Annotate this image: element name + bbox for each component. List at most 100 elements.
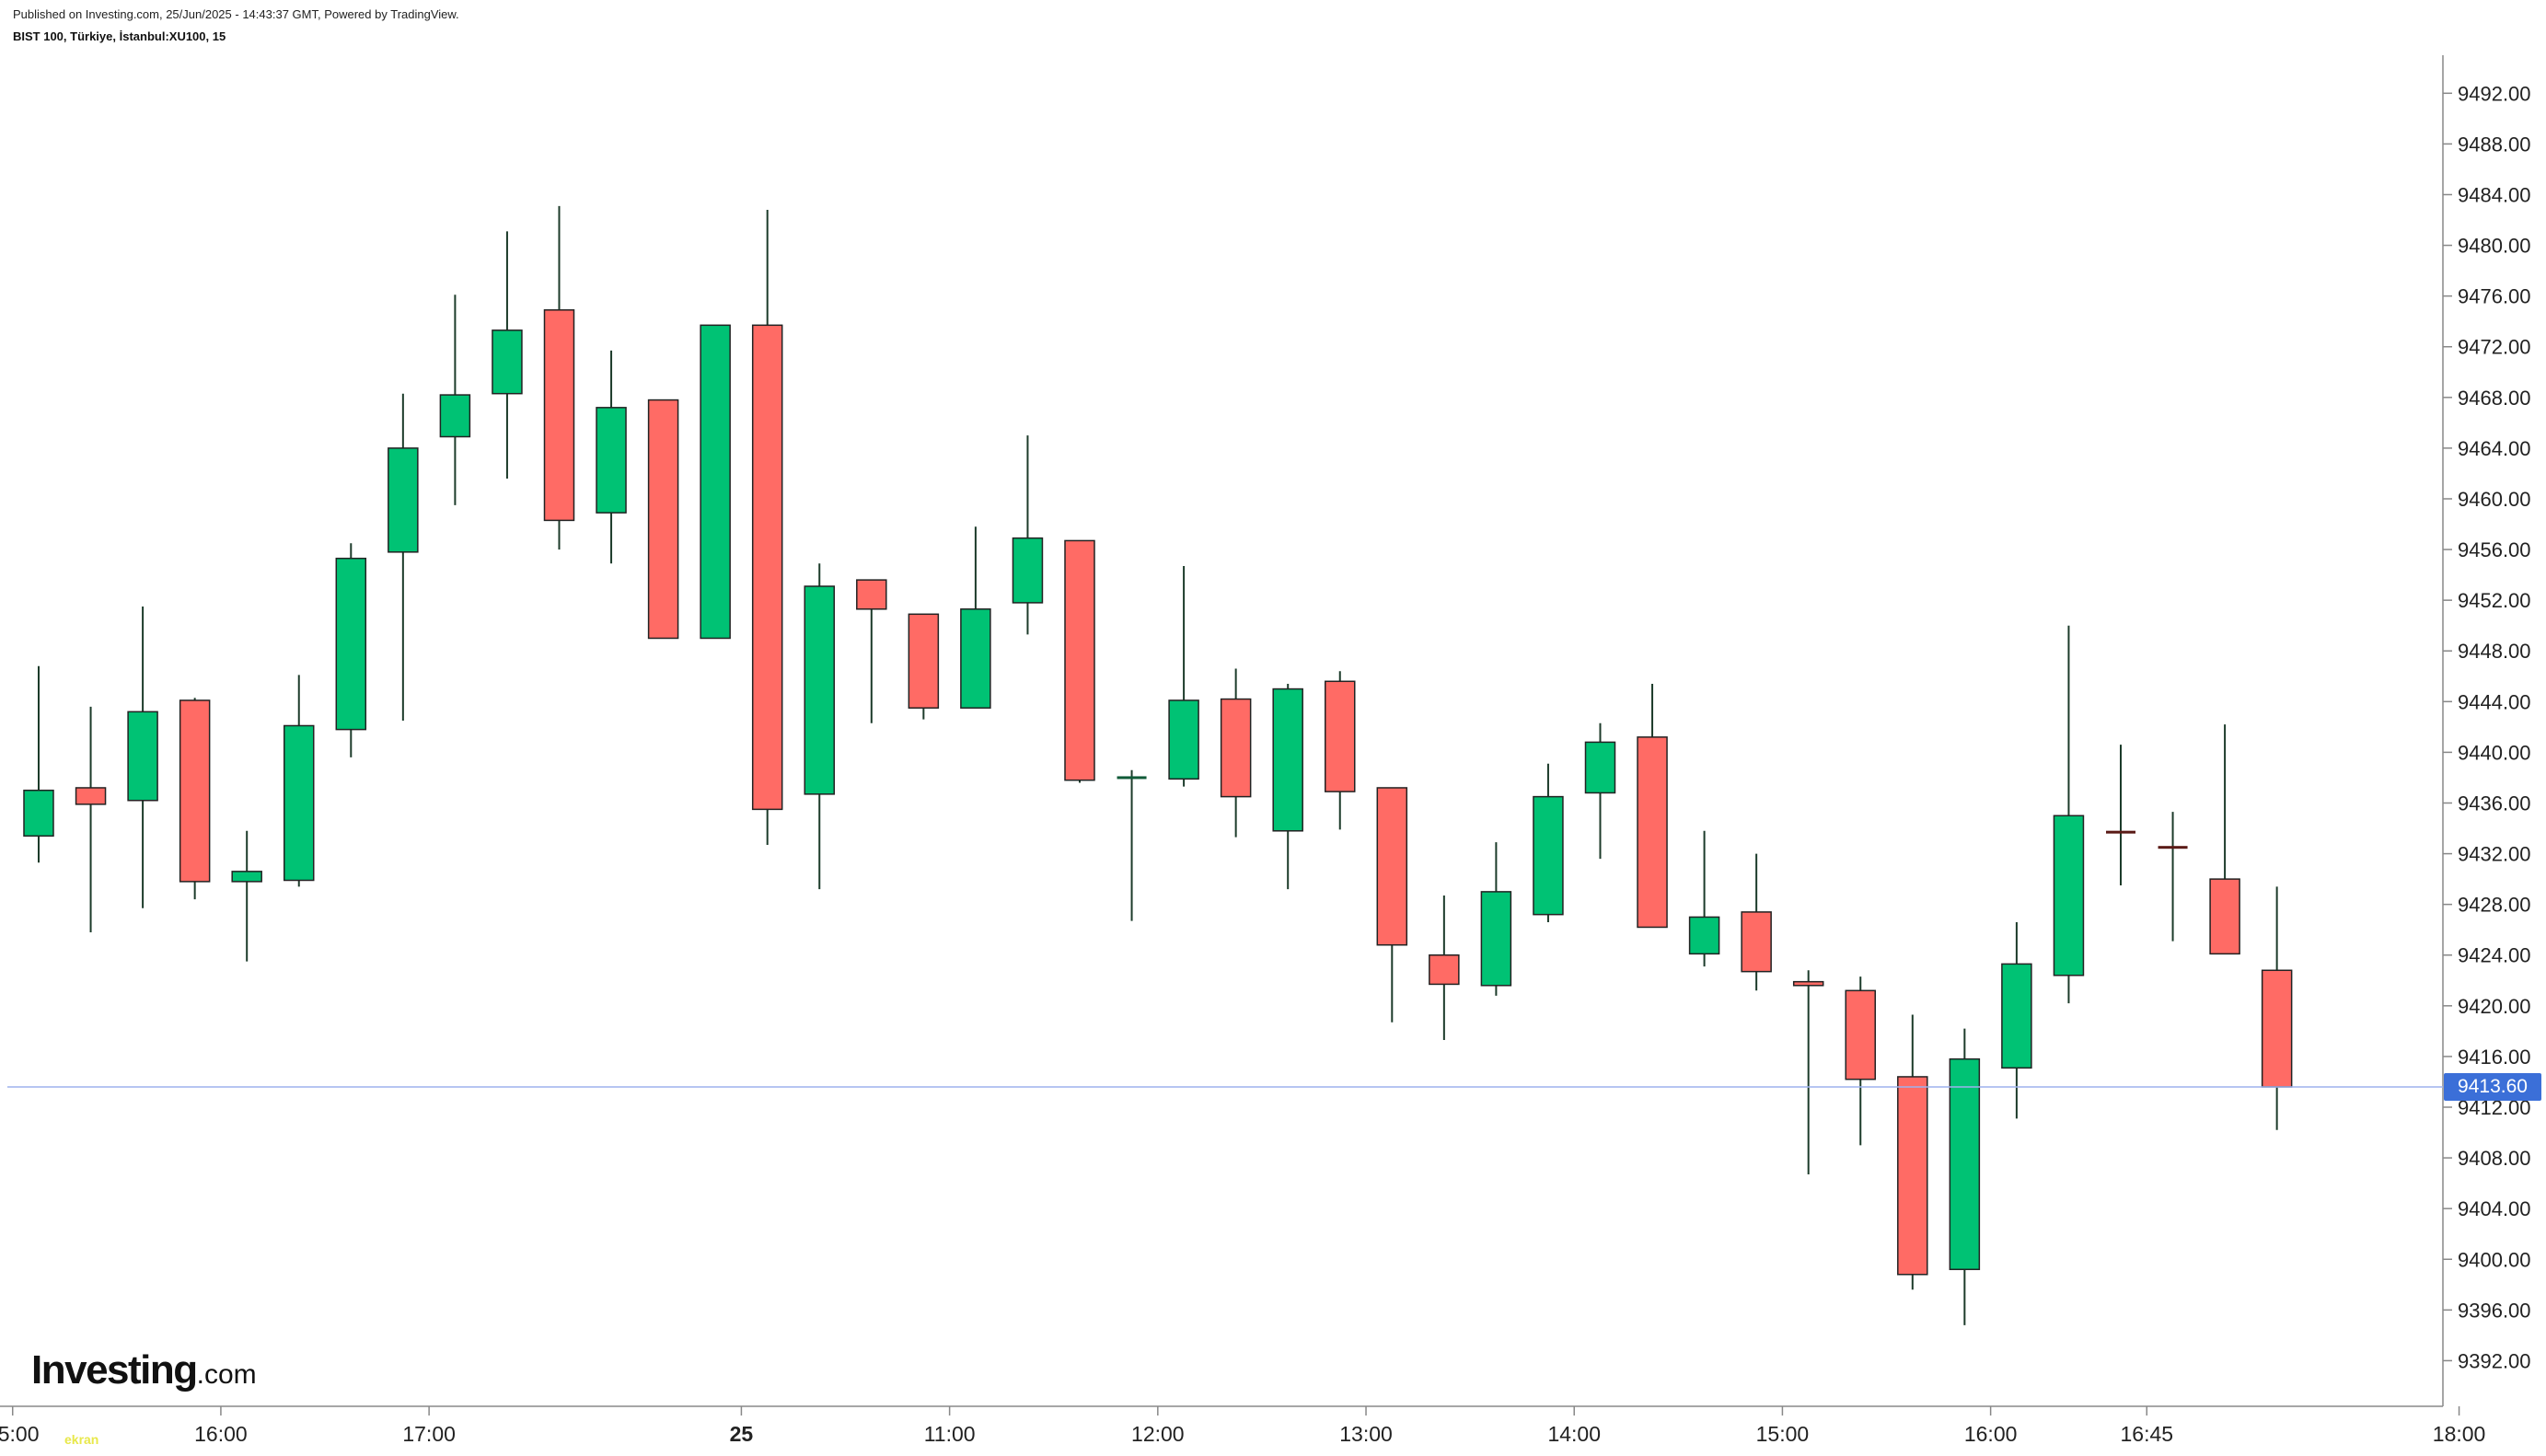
- candle-body: [1584, 741, 1616, 794]
- candle-body: [1688, 916, 1720, 955]
- candles: [23, 205, 2293, 1325]
- candle: [543, 205, 575, 550]
- y-tick-label: 9420.00: [2458, 995, 2531, 1018]
- x-tick-label: 16:45: [2120, 1422, 2173, 1446]
- y-tick-label: 9456.00: [2458, 538, 2531, 561]
- candle-body: [1845, 989, 1876, 1080]
- candle-body: [856, 579, 887, 610]
- x-tick-label: 18:00: [2433, 1422, 2486, 1446]
- candle-body: [1480, 891, 1512, 987]
- candle-body: [284, 724, 315, 882]
- candle-body: [751, 324, 783, 811]
- candle: [596, 350, 627, 564]
- candle: [492, 231, 523, 479]
- candle-body: [1637, 736, 1668, 929]
- candle-body: [1897, 1076, 1928, 1276]
- y-tick-label: 9396.00: [2458, 1299, 2531, 1322]
- candle-body: [1168, 699, 1199, 780]
- candle: [2158, 812, 2188, 942]
- candle: [751, 210, 783, 845]
- candle: [388, 393, 419, 721]
- candle: [856, 579, 887, 723]
- candle-body: [1220, 698, 1252, 798]
- candle-body: [543, 309, 575, 522]
- logo-brand: Investing: [31, 1347, 198, 1392]
- x-tick-label: 15:00: [0, 1422, 40, 1446]
- x-tick-label: 16:00: [194, 1422, 248, 1446]
- candle: [1220, 668, 1252, 838]
- candle-body: [1792, 980, 1824, 987]
- y-tick-label: 9428.00: [2458, 894, 2531, 917]
- current-price-label: 9413.60: [2444, 1072, 2541, 1101]
- candle-body: [335, 557, 367, 731]
- candle-body: [1012, 537, 1044, 604]
- candle: [1688, 830, 1720, 967]
- candle-body: [388, 447, 419, 553]
- candle-body: [2158, 846, 2188, 849]
- x-tick-label: 17:00: [402, 1422, 456, 1446]
- investing-logo[interactable]: Investing.com: [31, 1347, 257, 1393]
- candle-body: [700, 324, 731, 640]
- candle-body: [647, 399, 679, 640]
- x-tick-label: 11:00: [924, 1422, 976, 1446]
- candle-body: [2106, 830, 2135, 834]
- symbol-title: BIST 100, Türkiye, İstanbul:XU100, 15: [13, 29, 226, 43]
- y-tick-label: 9448.00: [2458, 640, 2531, 663]
- candle-body: [1533, 795, 1564, 916]
- y-tick-label: 9392.00: [2458, 1349, 2531, 1372]
- candle: [1272, 684, 1303, 890]
- y-tick-label: 9472.00: [2458, 336, 2531, 359]
- candle-body: [908, 613, 940, 709]
- candle-body: [1949, 1057, 1981, 1271]
- candle: [127, 607, 158, 908]
- candle: [2261, 886, 2293, 1130]
- candle-body: [1325, 680, 1356, 792]
- y-tick-label: 9484.00: [2458, 183, 2531, 206]
- candle-body: [596, 407, 627, 514]
- watermark: ekran: [64, 1432, 99, 1447]
- candle: [700, 324, 731, 640]
- candle: [1637, 684, 1668, 929]
- candle: [1168, 565, 1199, 787]
- candle-body: [231, 871, 262, 883]
- candle: [647, 399, 679, 640]
- candle: [1533, 763, 1564, 922]
- y-tick-label: 9432.00: [2458, 843, 2531, 866]
- candle: [23, 665, 54, 863]
- candle: [1949, 1028, 1981, 1325]
- candle: [2106, 745, 2135, 886]
- y-tick-label: 9488.00: [2458, 133, 2531, 156]
- candle: [1584, 722, 1616, 860]
- x-tick-label: 13:00: [1339, 1422, 1393, 1446]
- candle-body: [179, 699, 211, 883]
- y-tick-label: 9404.00: [2458, 1197, 2531, 1220]
- y-tick-label: 9416.00: [2458, 1046, 2531, 1069]
- candle: [1064, 539, 1095, 783]
- x-tick-label: 15:00: [1756, 1422, 1810, 1446]
- candle-body: [439, 394, 471, 438]
- x-tick-label: 14:00: [1547, 1422, 1601, 1446]
- y-tick-label: 9464.00: [2458, 437, 2531, 460]
- candle-body: [2209, 878, 2240, 955]
- y-tick-label: 9468.00: [2458, 387, 2531, 410]
- candle: [284, 675, 315, 887]
- y-tick-label: 9444.00: [2458, 690, 2531, 713]
- candle: [908, 613, 940, 720]
- x-tick-label: 25: [730, 1422, 754, 1446]
- price-axis[interactable]: 9392.009396.009400.009404.009408.009412.…: [2443, 82, 2531, 1372]
- candle: [804, 563, 835, 890]
- candle: [1741, 853, 1772, 991]
- x-tick-label: 12:00: [1131, 1422, 1185, 1446]
- candle-body: [1064, 539, 1095, 781]
- candle-body: [2053, 815, 2085, 976]
- y-tick-label: 9400.00: [2458, 1248, 2531, 1271]
- candle: [1325, 671, 1356, 830]
- y-tick-label: 9408.00: [2458, 1147, 2531, 1170]
- candle: [231, 830, 262, 962]
- candle-body: [1117, 776, 1147, 780]
- candle-body: [804, 585, 835, 795]
- candle: [1429, 896, 1460, 1041]
- time-axis[interactable]: 15:00 16:00 17:00 25 11:00 12:00 13:00 14:00 15:…: [0, 1406, 2485, 1446]
- candle: [179, 698, 211, 900]
